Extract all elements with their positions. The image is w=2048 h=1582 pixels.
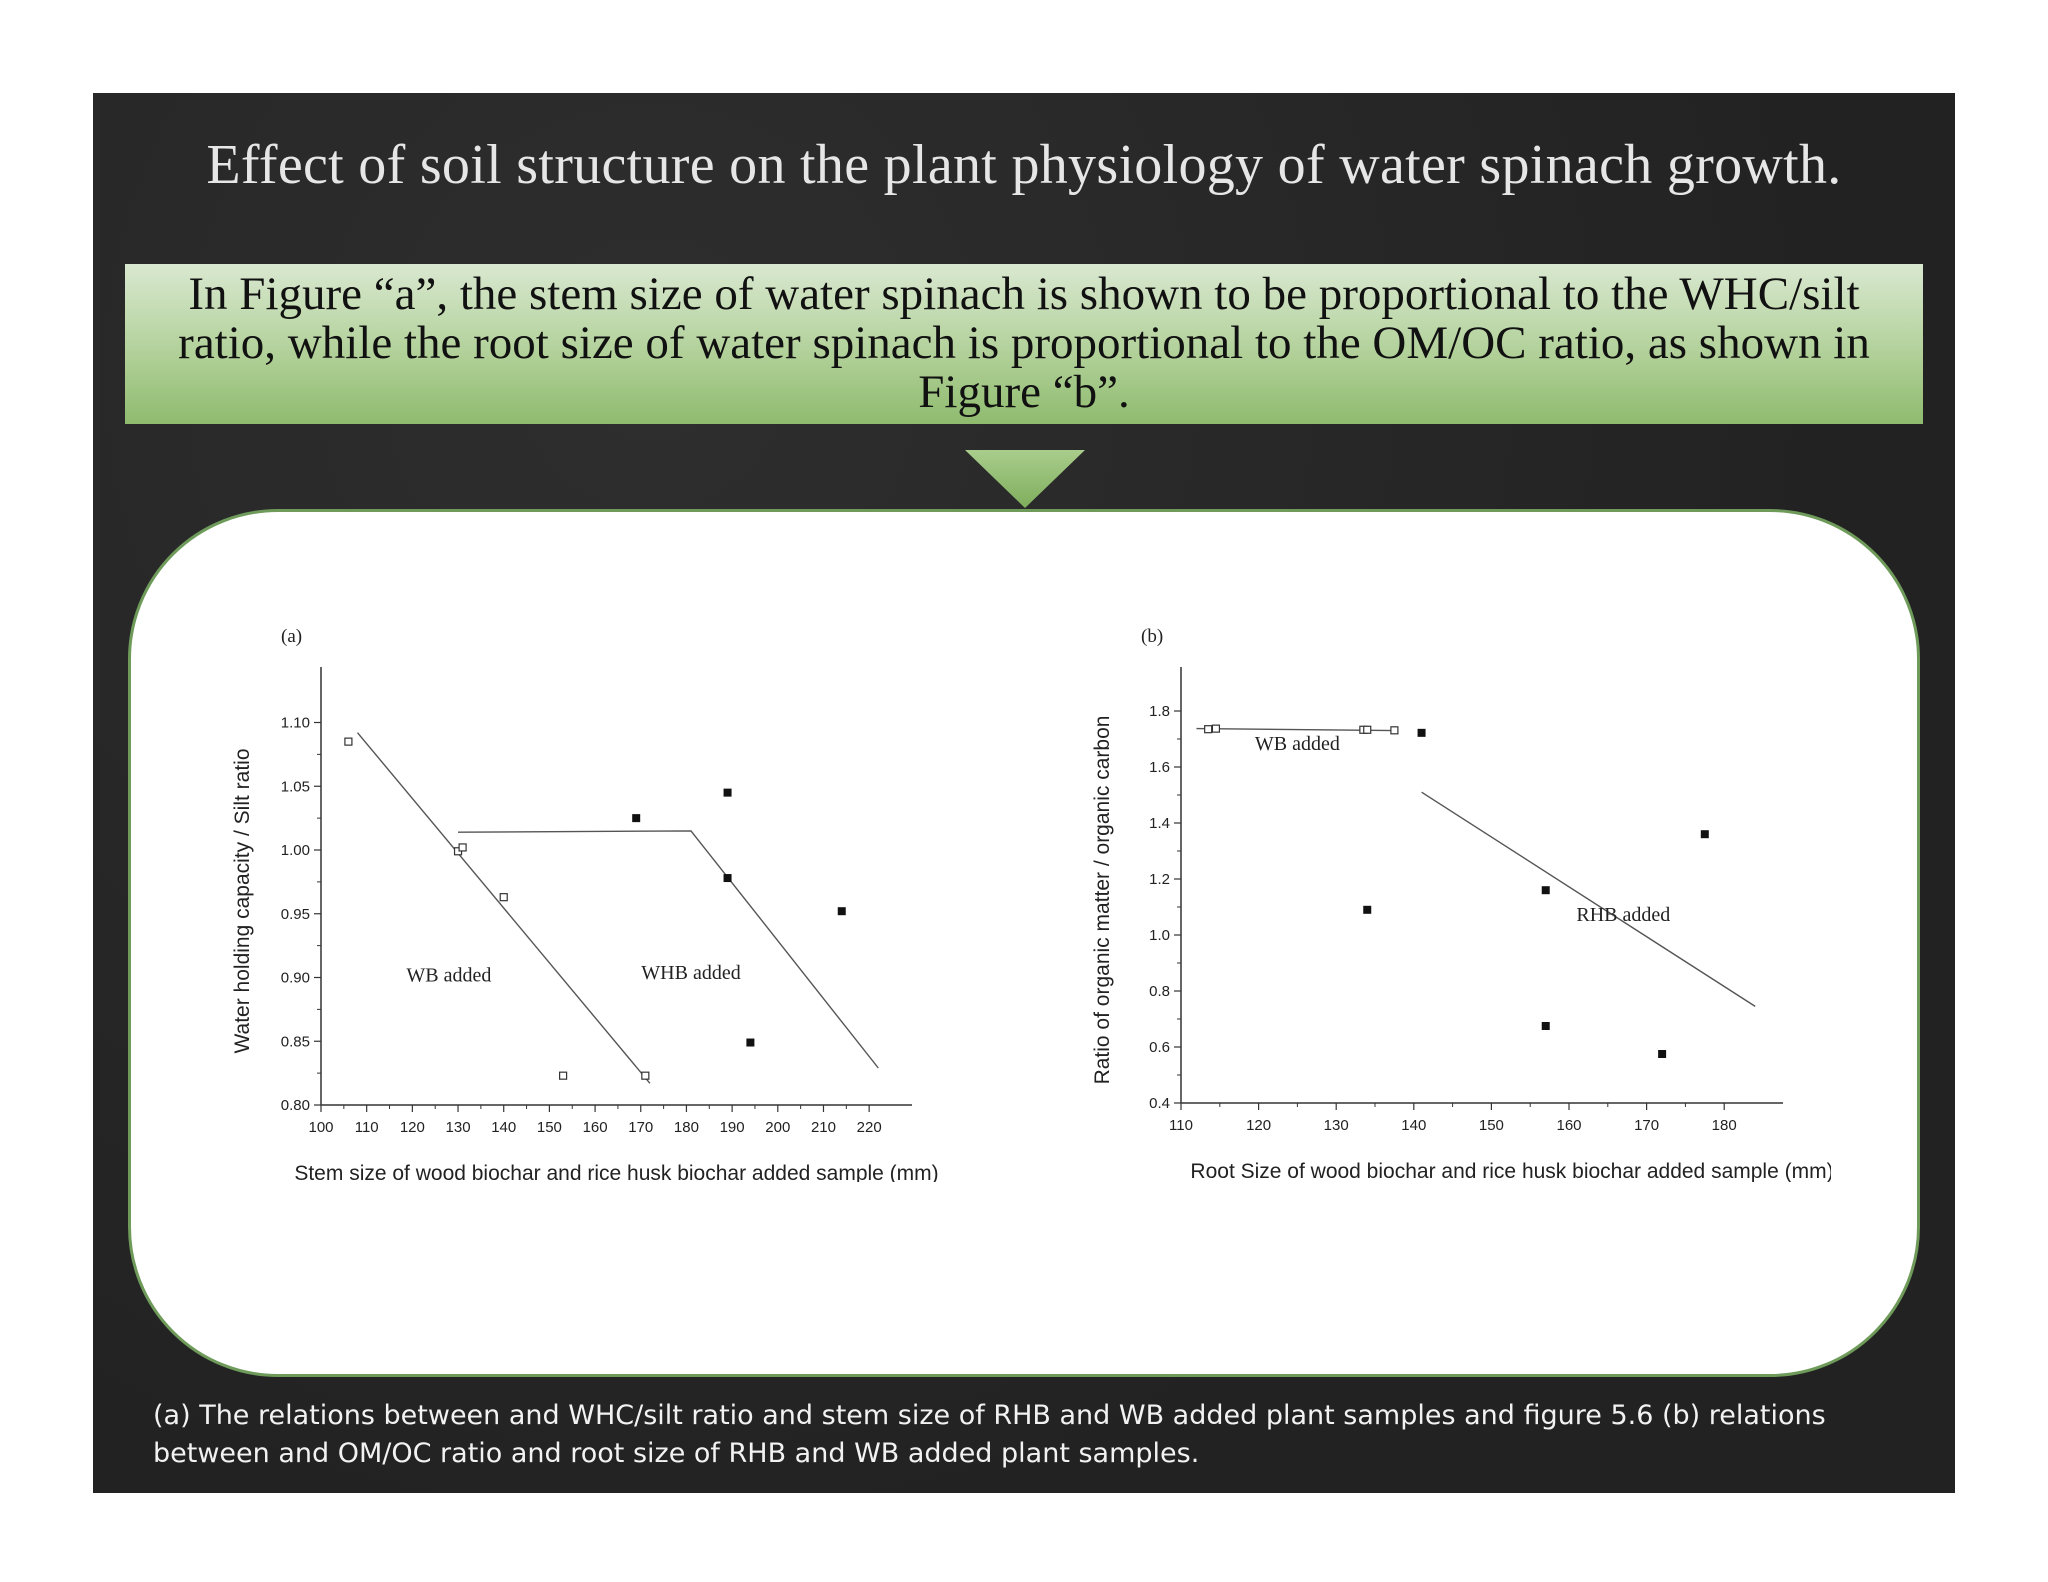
chart-b-series-2-point (1700, 830, 1709, 839)
chart-b-series-1-point (1390, 726, 1399, 735)
chart-b-panel-label: (b) (1141, 626, 1163, 647)
chart-a-y-tick-label: 1.05 (281, 778, 310, 795)
chart-a-series-1-point (458, 843, 467, 852)
chart-a-x-tick-label: 130 (446, 1119, 471, 1136)
chart-a-x-tick-label: 160 (583, 1119, 608, 1136)
chart-b-series-1-point (1204, 725, 1213, 734)
chart-b-x-tick-label: 160 (1556, 1117, 1581, 1134)
callout-text: In Figure “a”, the stem size of water sp… (178, 268, 1870, 418)
chart-a-y-axis-label: Water holding capacity / Silt ratio (231, 748, 254, 1053)
chart-a-series-2-point (837, 907, 846, 916)
chart-a-series-1-label: WB added (406, 964, 491, 986)
chart-b-x-tick-label: 180 (1712, 1117, 1737, 1134)
chart-a-x-tick-label: 110 (355, 1119, 379, 1136)
chart-b-x-tick-label: 140 (1401, 1117, 1426, 1134)
chart-a-y-tick-label: 0.80 (281, 1097, 310, 1114)
chart-a: (a) 100 110 120 130 140 150 160 170 180 190 200 210 2… (231, 626, 939, 1182)
chart-a-series-2-point (632, 814, 641, 823)
chart-a-series-2-label: WHB added (641, 962, 740, 984)
slide-background: Effect of soil structure on the plant ph… (93, 93, 1955, 1493)
chart-a-x-tick-label: 140 (491, 1119, 516, 1136)
chart-a-y-tick-label: 1.10 (281, 715, 310, 732)
chart-b-x-tick-label: 120 (1246, 1117, 1271, 1134)
chart-a-series-2-point (723, 788, 732, 797)
chart-a-series-1-fit-line (356, 732, 651, 1084)
chart-a-y-tick-label: 0.95 (281, 906, 310, 923)
chart-b-x-tick-label: 150 (1479, 1117, 1504, 1134)
chart-a-x-tick-label: 150 (537, 1119, 562, 1136)
chart-a-panel-label: (a) (281, 626, 302, 647)
chart-b-y-axis-label: Ratio of organic matter / organic carbon (1091, 716, 1114, 1085)
chart-a-x-tick-label: 120 (400, 1119, 425, 1136)
chart-a-x-tick-label: 210 (811, 1119, 836, 1136)
chart-a-y-tick-label: 0.85 (281, 1033, 310, 1050)
chart-b-x-tick-label: 110 (1169, 1117, 1193, 1134)
chart-a-series-1-point (344, 737, 353, 746)
chart-a-x-axis-label: Stem size of wood biochar and rice husk … (294, 1162, 938, 1182)
chart-b-y-tick-label: 1.6 (1149, 759, 1170, 776)
figure-caption: (a) The relations between and WHC/silt r… (153, 1400, 1826, 1469)
down-arrow-icon (965, 450, 1085, 508)
chart-a-series-2-point (723, 874, 732, 883)
chart-b-series-2-label: RHB added (1576, 904, 1670, 926)
figure-panel: (a) 100 110 120 130 140 150 160 170 180 190 200 210 2… (128, 509, 1920, 1377)
chart-b-y-tick-label: 1.8 (1149, 703, 1170, 720)
chart-a-series-1-point (641, 1071, 650, 1080)
chart-b-y-tick-label: 1.2 (1149, 871, 1170, 888)
chart-b-y-tick-label: 1.4 (1149, 815, 1170, 832)
chart-a-series-1-point (559, 1071, 568, 1080)
chart-b-series-1-label: WB added (1255, 733, 1340, 755)
chart-b-y-tick-label: 1.0 (1149, 927, 1170, 944)
chart-a-series-2-point (746, 1038, 755, 1047)
chart-b-y-tick-label: 0.6 (1149, 1039, 1170, 1056)
chart-b-series-2-fit-line (1421, 791, 1756, 1007)
chart-a-y-tick-label: 0.90 (281, 970, 310, 987)
chart-a-x-tick-label: 170 (628, 1119, 653, 1136)
slide-title: Effect of soil structure on the plant ph… (206, 134, 1842, 196)
chart-a-x-tick-label: 190 (720, 1119, 745, 1136)
callout-box: In Figure “a”, the stem size of water sp… (125, 264, 1923, 424)
chart-a-series-2-fit-line (457, 830, 879, 1069)
chart-b-series-1-point (1363, 725, 1372, 734)
chart-a-x-tick-label: 100 (308, 1119, 333, 1136)
chart-b-series-2-point (1417, 728, 1426, 737)
chart-b-series-2-point (1541, 1022, 1550, 1030)
chart-b-y-tick-label: 0.4 (1149, 1095, 1170, 1112)
chart-b-series-2-point (1363, 905, 1372, 914)
chart-b-x-tick-label: 170 (1634, 1117, 1659, 1134)
chart-a-x-tick-label: 220 (857, 1119, 882, 1136)
chart-b-x-tick-label: 130 (1324, 1117, 1349, 1134)
chart-b-x-axis-label: Root Size of wood biochar and rice husk … (1190, 1160, 1831, 1182)
chart-a-x-tick-label: 180 (674, 1119, 699, 1136)
chart-b-series-1-point (1211, 724, 1221, 733)
chart-b-y-tick-label: 0.8 (1149, 983, 1170, 1000)
chart-a-series-1-point (499, 893, 508, 902)
chart-b: (b) 110 120 130 140 150 160 170 180 0.4 0.6 0.8 1.0 1… (1091, 626, 1831, 1182)
chart-a-y-tick-label: 1.00 (281, 842, 310, 859)
chart-b-series-2-point (1541, 886, 1550, 895)
chart-b-series-2-point (1658, 1050, 1667, 1058)
chart-a-x-tick-label: 200 (765, 1119, 790, 1136)
